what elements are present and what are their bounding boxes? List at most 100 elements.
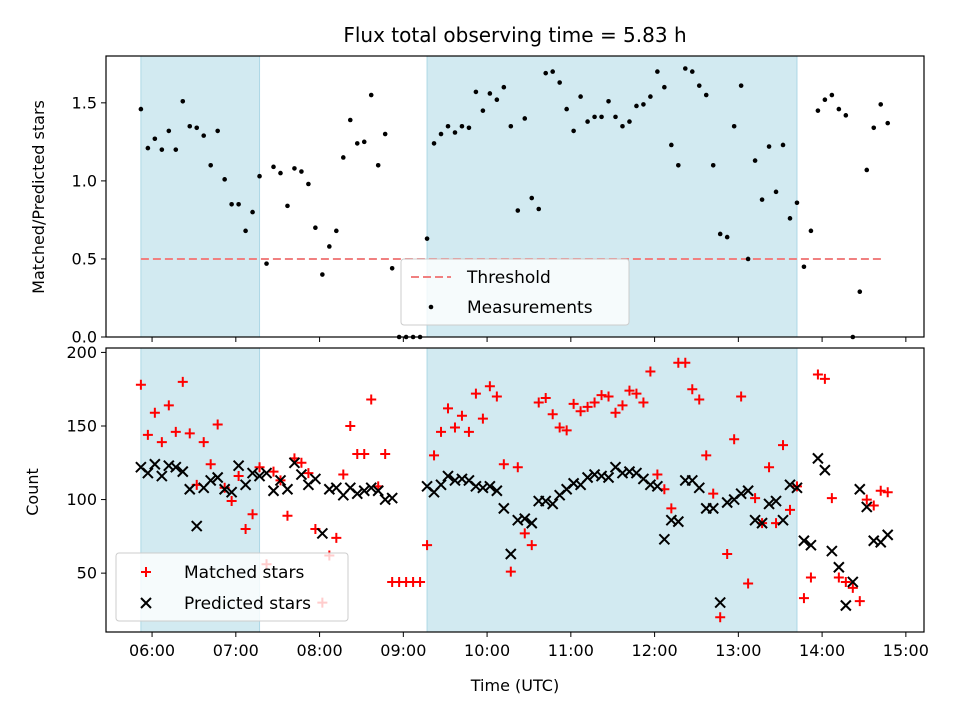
predicted-star-marker <box>442 470 454 482</box>
measurement-point <box>801 264 807 270</box>
predicted-star-marker <box>847 576 859 588</box>
measurement-point <box>766 144 772 149</box>
predicted-star-marker <box>735 487 747 500</box>
measurement-point <box>320 272 325 277</box>
x-tick-label: 07:00 <box>213 641 259 660</box>
predicted-star-marker <box>142 467 154 479</box>
measurement-point <box>710 162 716 168</box>
y-tick-label: 0.0 <box>72 328 97 347</box>
measurement-point <box>159 147 165 152</box>
measurement-point <box>138 106 144 112</box>
y-tick-label: 1.0 <box>72 171 97 190</box>
matched-star-marker <box>442 403 453 414</box>
predicted-star-marker <box>784 479 796 491</box>
matched-star-marker <box>610 407 621 418</box>
measurement-point <box>438 131 444 137</box>
legend-bottom: Matched stars Predicted stars <box>115 552 349 622</box>
predicted-star-marker <box>288 457 301 469</box>
measurement-point <box>592 114 597 120</box>
matched-star-marker <box>240 523 251 534</box>
matched-star-marker <box>882 487 893 498</box>
matched-star-marker <box>303 468 314 479</box>
predicted-star-marker <box>316 527 329 540</box>
measurement-point <box>285 203 290 209</box>
matched-star-marker <box>791 481 802 492</box>
measurement-point <box>522 116 528 121</box>
predicted-star-marker <box>581 471 594 484</box>
predicted-star-marker <box>386 492 398 504</box>
matched-star-marker <box>861 494 872 505</box>
measurement-point <box>752 158 758 163</box>
matched-star-marker <box>163 400 174 411</box>
measurement-point <box>445 123 451 129</box>
predicted-star-marker <box>749 514 761 526</box>
measurement-point <box>599 114 604 120</box>
predicted-star-marker <box>435 479 447 491</box>
legend-box <box>400 258 630 326</box>
measurement-point <box>166 128 172 134</box>
measurement-point <box>334 228 339 234</box>
legend-label: Predicted stars <box>184 594 311 614</box>
legend-predicted-swatch <box>140 597 152 609</box>
predicted-star-marker <box>358 485 370 497</box>
matched-star-marker <box>826 493 837 504</box>
matched-star-marker <box>233 471 244 482</box>
matched-star-marker <box>484 381 495 392</box>
measurement-point <box>459 123 465 129</box>
matched-star-marker <box>603 391 614 402</box>
predicted-star-marker <box>602 471 615 484</box>
measurement-point <box>815 108 821 113</box>
measurement-point <box>173 147 179 152</box>
measurement-point <box>829 92 835 98</box>
matched-star-marker <box>470 388 481 399</box>
matched-star-marker <box>254 462 265 473</box>
matched-star-marker <box>247 509 258 520</box>
x-tick-label: 09:00 <box>380 641 426 660</box>
matched-star-marker <box>226 496 237 507</box>
matched-star-marker <box>512 462 523 473</box>
predicted-star-marker <box>484 480 496 493</box>
measurement-point <box>508 123 514 129</box>
y-tick-label: 200 <box>66 343 97 362</box>
predicted-star-marker <box>149 458 161 470</box>
measurement-point <box>201 133 207 138</box>
measurement-point <box>222 177 227 182</box>
legend-label: Threshold <box>466 268 551 288</box>
matched-star-marker <box>366 394 377 405</box>
plot-frame <box>105 55 925 338</box>
matched-star-marker <box>631 388 642 399</box>
predicted-star-marker <box>868 535 880 547</box>
measurement-point <box>648 94 653 99</box>
matched-star-marker <box>736 391 747 402</box>
predicted-star-marker <box>351 487 363 500</box>
measurement-point <box>571 128 576 134</box>
matched-star-marker <box>296 457 307 468</box>
predicted-star-marker <box>721 496 733 509</box>
predicted-star-marker <box>218 483 231 495</box>
measurement-point <box>529 195 535 201</box>
matched-star-marker <box>331 532 342 543</box>
measurement-point <box>543 70 549 76</box>
predicted-star-marker <box>491 485 503 497</box>
matched-star-marker <box>156 437 167 448</box>
measurement-point <box>431 141 437 146</box>
predicted-star-marker <box>365 482 377 494</box>
predicted-star-marker <box>854 483 866 495</box>
legend-top: Threshold Measurements <box>400 258 630 326</box>
x-tick-label: 13:00 <box>715 641 761 660</box>
measurement-point <box>152 136 158 142</box>
measurement-point <box>327 244 332 249</box>
measurement-point <box>229 202 234 207</box>
matched-star-marker <box>819 373 830 384</box>
predicted-star-marker <box>840 599 852 612</box>
matched-star-marker <box>449 422 460 433</box>
matched-star-marker <box>345 420 356 431</box>
measurement-point <box>585 119 590 124</box>
predicted-star-marker <box>526 517 538 529</box>
predicted-star-marker <box>177 465 189 478</box>
matched-star-marker <box>463 426 474 437</box>
y-tick-label: 1.5 <box>72 93 97 112</box>
matched-star-marker <box>722 549 733 560</box>
matched-star-marker <box>743 578 754 589</box>
measurement-point <box>466 125 472 131</box>
